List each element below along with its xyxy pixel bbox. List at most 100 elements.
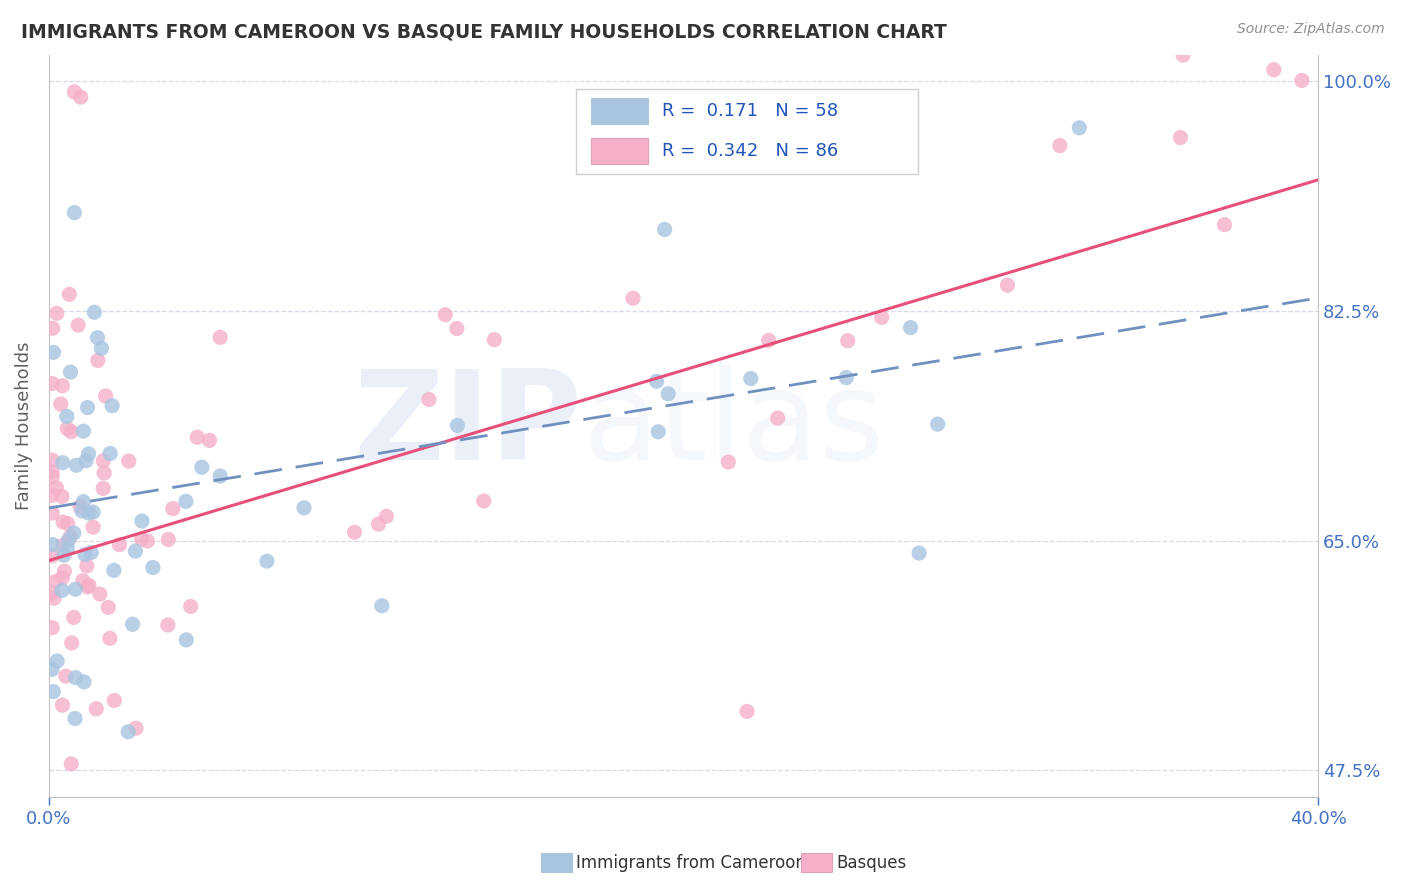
Point	[142, 560, 165, 574]
Point	[124, 544, 146, 558]
Text: ZIP: ZIP	[353, 366, 582, 486]
Text: atlas: atlas	[582, 366, 884, 486]
Point	[1049, 138, 1071, 153]
Point	[41, 321, 63, 335]
Text: R =  0.171   N = 58: R = 0.171 N = 58	[662, 102, 838, 120]
Point	[51, 490, 73, 504]
Text: Immigrants from Cameroon: Immigrants from Cameroon	[576, 855, 806, 872]
Point	[156, 618, 179, 632]
Point	[56, 409, 79, 424]
Point	[87, 353, 110, 368]
Point	[41, 470, 63, 484]
Point	[446, 418, 468, 433]
Point	[65, 458, 87, 473]
Point	[927, 417, 949, 431]
Point	[908, 546, 931, 560]
Point	[58, 287, 80, 301]
Point	[89, 587, 111, 601]
Point	[174, 632, 197, 647]
Point	[63, 205, 86, 219]
Point	[98, 632, 121, 646]
Point	[1069, 120, 1091, 135]
Point	[73, 548, 96, 562]
Point	[63, 85, 86, 99]
Point	[375, 509, 398, 524]
Point	[1291, 73, 1313, 87]
Point	[91, 454, 114, 468]
Point	[52, 456, 75, 470]
Point	[52, 538, 75, 552]
Point	[46, 654, 69, 668]
Point	[94, 389, 117, 403]
Point	[209, 469, 232, 483]
Point	[997, 278, 1019, 293]
Point	[900, 320, 922, 334]
Point	[41, 488, 63, 502]
Point	[55, 669, 77, 683]
Point	[90, 342, 112, 356]
Point	[647, 425, 669, 439]
Point	[93, 466, 115, 480]
Point	[82, 520, 104, 534]
Point	[76, 580, 98, 594]
Point	[62, 610, 84, 624]
Point	[367, 517, 389, 532]
Point	[41, 453, 63, 467]
Point	[45, 574, 67, 589]
Point	[70, 504, 93, 518]
Point	[41, 549, 63, 563]
Point	[98, 446, 121, 460]
Point	[371, 599, 394, 613]
Point	[894, 113, 917, 128]
Point	[108, 538, 131, 552]
Point	[41, 586, 63, 600]
Point	[41, 465, 63, 479]
Point	[60, 756, 83, 771]
Point	[69, 500, 91, 514]
Point	[67, 318, 90, 333]
Point	[72, 494, 94, 508]
Point	[256, 554, 278, 568]
Point	[621, 291, 644, 305]
Point	[103, 563, 125, 577]
Point	[343, 525, 366, 540]
Point	[157, 533, 180, 547]
Point	[870, 310, 893, 325]
Point	[42, 345, 65, 359]
Point	[59, 365, 82, 379]
Point	[53, 564, 76, 578]
Point	[58, 533, 80, 548]
Point	[97, 600, 120, 615]
Point	[117, 724, 139, 739]
Point	[45, 306, 67, 320]
Point	[198, 434, 221, 448]
Point	[84, 702, 107, 716]
Point	[56, 516, 79, 531]
Point	[131, 532, 153, 546]
Point	[69, 90, 91, 104]
Point	[83, 305, 105, 319]
Point	[735, 705, 758, 719]
Point	[80, 545, 103, 559]
Point	[125, 721, 148, 735]
Point	[59, 530, 82, 544]
Point	[72, 424, 94, 438]
Point	[434, 308, 457, 322]
Point	[131, 514, 153, 528]
Point	[209, 330, 232, 344]
Point	[103, 693, 125, 707]
Point	[63, 711, 86, 725]
Point	[82, 505, 104, 519]
Point	[41, 662, 63, 676]
Point	[121, 617, 143, 632]
Point	[186, 430, 208, 444]
Point	[42, 684, 65, 698]
Point	[180, 599, 202, 614]
Point	[1263, 62, 1285, 77]
FancyBboxPatch shape	[575, 88, 918, 174]
Point	[717, 455, 740, 469]
Point	[52, 548, 75, 562]
Point	[65, 582, 87, 597]
Point	[654, 222, 676, 236]
Point	[49, 397, 72, 411]
